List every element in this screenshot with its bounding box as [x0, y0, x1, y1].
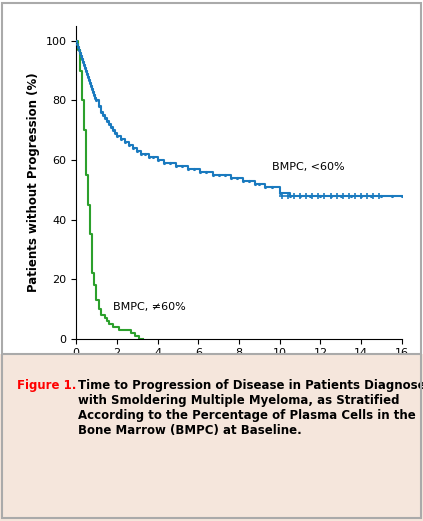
Text: BMPC, <60%: BMPC, <60%	[272, 162, 344, 172]
Text: Figure 1.: Figure 1.	[17, 379, 76, 392]
Text: BMPC, ≠60%: BMPC, ≠60%	[113, 302, 186, 312]
X-axis label: Years: Years	[220, 364, 258, 377]
FancyBboxPatch shape	[0, 354, 423, 521]
Y-axis label: Patients without Progression (%): Patients without Progression (%)	[27, 72, 40, 292]
Text: Time to Progression of Disease in Patients Diagnosed
with Smoldering Multiple My: Time to Progression of Disease in Patien…	[78, 379, 423, 437]
